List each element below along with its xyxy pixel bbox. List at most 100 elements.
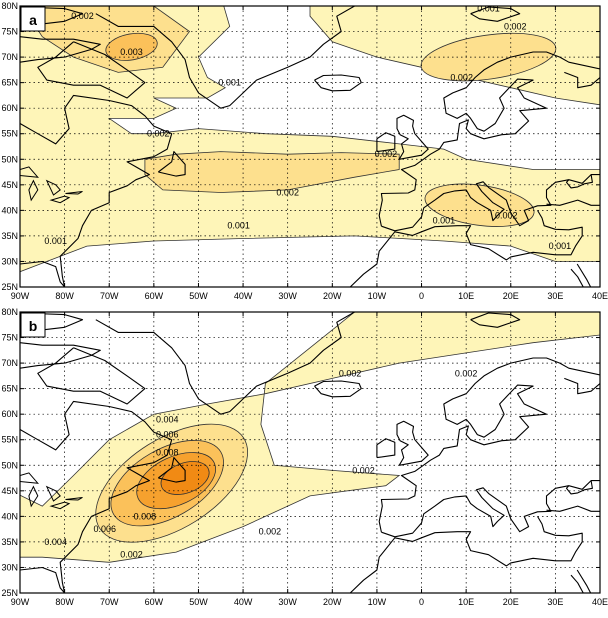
lat-label: 25N xyxy=(1,588,18,598)
contour-label-4: 0.008 xyxy=(156,448,179,458)
map-panel-a-svg: 0.002 0.003 0.001 0.002 0.002 0.002 0.001 0.001… xyxy=(1,1,608,301)
coastline-18 xyxy=(565,480,593,495)
coastline-4 xyxy=(37,41,146,99)
contour-label-6: 0.001 xyxy=(227,221,250,231)
contour-label-9: 0.002 xyxy=(495,210,518,220)
panel-b-map: 0.002 0.002 0.004 0.006 0.008 0.008 0.006 0.004… xyxy=(0,306,608,613)
coastline-8 xyxy=(376,438,396,459)
lat-label: 80N xyxy=(1,307,18,317)
map-panel-b-svg: 0.002 0.002 0.004 0.006 0.008 0.008 0.006 0.004… xyxy=(1,307,608,607)
lake-2 xyxy=(49,195,71,204)
lat-label: 55N xyxy=(1,435,18,445)
lon-label: 10E xyxy=(458,291,474,301)
lake-1 xyxy=(45,485,61,502)
lat-label: 50N xyxy=(1,154,18,164)
lat-label: 35N xyxy=(1,231,18,241)
lon-label: 20W xyxy=(323,597,342,607)
lon-label: 70W xyxy=(100,291,119,301)
lat-label: 75N xyxy=(1,333,18,343)
contour-label-5: 0.008 xyxy=(134,511,157,521)
lon-label: 80W xyxy=(55,597,74,607)
coastline-6 xyxy=(314,74,362,92)
lat-label: 40N xyxy=(1,205,18,215)
lat-label: 30N xyxy=(1,256,18,266)
map-a-group: 0.002 0.003 0.001 0.002 0.002 0.002 0.001 0.001… xyxy=(1,1,608,301)
contour-label-3: 0.002 xyxy=(147,129,170,139)
lon-label: 0 xyxy=(419,291,424,301)
lat-label: 65N xyxy=(1,78,18,88)
field-a-0002-atlantic xyxy=(144,151,400,193)
map-frame xyxy=(19,311,601,594)
lon-label: 90W xyxy=(11,291,30,301)
lat-label: 80N xyxy=(1,1,18,11)
lat-label: 55N xyxy=(1,129,18,139)
coastline-10 xyxy=(564,377,600,395)
lake-2 xyxy=(49,501,71,510)
lake-0 xyxy=(28,485,39,508)
lon-label: 30E xyxy=(547,291,563,301)
lake-3 xyxy=(65,497,83,501)
panel-a-map: 0.002 0.003 0.001 0.002 0.002 0.002 0.001 0.001… xyxy=(0,0,608,306)
map-body: 0.002 0.002 0.004 0.006 0.008 0.008 0.006 0.004… xyxy=(20,312,600,593)
lon-label: 40E xyxy=(592,597,608,607)
lon-label: 30W xyxy=(278,291,297,301)
coastline-11 xyxy=(470,6,521,22)
lat-label: 35N xyxy=(1,537,18,547)
coastline-10 xyxy=(564,71,600,89)
coastline-16 xyxy=(576,263,592,287)
lat-label: 30N xyxy=(1,562,18,572)
lake-0 xyxy=(28,179,39,202)
lat-label: 70N xyxy=(1,358,18,368)
panel-label-box xyxy=(20,312,46,338)
coastline-2 xyxy=(20,342,101,369)
lon-label: 50W xyxy=(189,597,208,607)
map-body: 0.002 0.003 0.001 0.002 0.002 0.002 0.001 0.001… xyxy=(20,4,600,287)
coastline-7 xyxy=(396,114,429,160)
field-a-0002-med xyxy=(424,183,535,227)
coastline-6 xyxy=(314,380,362,398)
contour-label-8: 0.001 xyxy=(433,216,456,226)
contour-label-7: 0.001 xyxy=(44,236,67,246)
coastline-14 xyxy=(349,516,583,593)
lon-label: 40W xyxy=(234,291,253,301)
panel-label: b xyxy=(29,318,38,334)
lat-label: 45N xyxy=(1,180,18,190)
lat-label: 25N xyxy=(1,282,18,292)
coastline-9 xyxy=(378,51,600,227)
coastline-14 xyxy=(349,210,583,287)
coastline-7 xyxy=(396,420,429,466)
lon-label: 70W xyxy=(100,597,119,607)
lake-1 xyxy=(45,179,61,196)
contour-label-13: 0.001 xyxy=(477,4,500,14)
contour-label-3: 0.006 xyxy=(156,430,179,440)
coastline-0 xyxy=(20,400,173,593)
map-frame xyxy=(19,5,601,288)
lon-label: 80W xyxy=(55,291,74,301)
coastline-1 xyxy=(157,151,186,177)
contour-label-1: 0.003 xyxy=(120,47,143,57)
contour-label-5: 0.002 xyxy=(276,187,299,197)
contour-label-4: 0.002 xyxy=(375,149,398,159)
panel-label-box xyxy=(20,6,46,32)
coastline-0 xyxy=(20,94,173,287)
lon-label: 40E xyxy=(592,291,608,301)
coastline-9 xyxy=(378,357,600,533)
contour-label-12: 0.002 xyxy=(504,21,527,31)
coastline-4 xyxy=(37,347,146,405)
lake-3 xyxy=(65,191,83,195)
lat-label: 40N xyxy=(1,511,18,521)
contour-label-0: 0.002 xyxy=(339,368,362,378)
coastline-16 xyxy=(576,569,592,593)
lat-label: 60N xyxy=(1,409,18,419)
coastline-8 xyxy=(376,132,396,153)
coastline-5 xyxy=(95,6,355,109)
coastline-18 xyxy=(565,174,593,189)
lon-label: 10W xyxy=(368,597,387,607)
lake-4 xyxy=(20,166,39,178)
lon-label: 60W xyxy=(145,291,164,301)
contour-label-10: 0.001 xyxy=(549,241,572,251)
contour-label-8: 0.002 xyxy=(120,550,143,560)
lat-label: 75N xyxy=(1,27,18,37)
field-a-0003 xyxy=(105,32,158,61)
lon-label: 30W xyxy=(278,597,297,607)
